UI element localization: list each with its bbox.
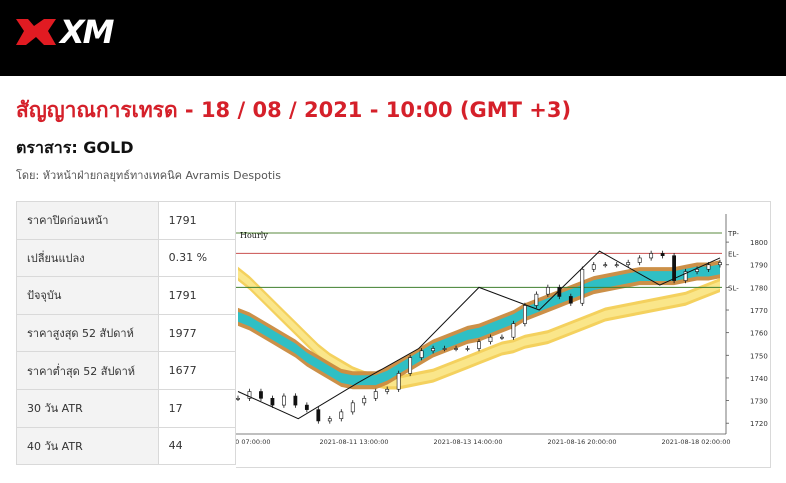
stat-value: 44: [157, 426, 237, 466]
stat-label: ราคาต่ำสุด 52 สัปดาห์: [16, 351, 159, 390]
candle-body: [431, 348, 435, 352]
xm-logo-mark-icon: [16, 19, 56, 45]
author-byline: โดย: หัวหน้าฝ่ายกลยุทธ์ทางเทคนิค Avramis…: [16, 169, 281, 182]
y-tick-label: 1800: [750, 239, 768, 247]
stat-value: 1791: [157, 201, 237, 240]
candle-body: [660, 253, 665, 256]
candle-body: [293, 395, 298, 406]
x-tick-label: 2021-08-13 14:00:00: [433, 438, 502, 446]
stat-label: ราคาปิดก่อนหน้า: [16, 201, 159, 240]
candle-body: [247, 391, 252, 399]
candle-body: [695, 268, 699, 272]
xm-logo[interactable]: XM: [14, 13, 114, 51]
table-row: ราคาต่ำสุด 52 สัปดาห์ 1677: [16, 351, 237, 390]
stat-label: 30 วัน ATR: [16, 388, 159, 428]
y-tick-label: 1750: [750, 352, 768, 360]
candle-body: [362, 398, 367, 404]
candle-body: [385, 388, 390, 392]
y-tick-label: 1730: [750, 398, 768, 406]
stat-label: ราคาสูงสุด 52 สัปดาห์: [16, 313, 159, 353]
candle-body: [523, 305, 527, 324]
table-row: 40 วัน ATR 44: [16, 426, 237, 466]
y-tick-label: 1760: [750, 330, 768, 338]
candle-body: [637, 257, 642, 263]
table-row: ราคาปิดก่อนหน้า 1791: [16, 201, 237, 240]
price-chart-panel: TP- EL- SL- 1720 1730 1740 1750 1760 1770 1780 17…: [236, 201, 771, 468]
candle-body: [442, 348, 447, 350]
candle-body: [259, 391, 263, 399]
stat-label: เปลี่ยนแปลง: [16, 238, 159, 278]
x-tick-label: 2021-08-18 02:00:00: [661, 438, 730, 446]
y-tick-label: 1740: [750, 375, 768, 383]
y-tick-label: 1790: [750, 262, 768, 270]
candle-body: [282, 395, 286, 406]
candle-body: [477, 341, 481, 349]
price-chart: TP- EL- SL- 1720 1730 1740 1750 1760 1770 1780 17…: [236, 214, 768, 446]
chart-title: Hourly: [240, 231, 268, 240]
x-tick-label: 2021-08-16 20:00:00: [547, 438, 616, 446]
y-tick-label: 1720: [750, 420, 768, 428]
candle-body: [672, 255, 676, 281]
fast-ma-band-edge: [238, 260, 720, 390]
candle-body: [500, 336, 504, 339]
stat-value: 1677: [157, 351, 237, 390]
candle-body: [591, 264, 596, 270]
logo-text: XM: [60, 13, 114, 51]
candle-body: [511, 323, 516, 338]
table-row: 30 วัน ATR 17: [16, 388, 237, 428]
candle-body: [580, 268, 585, 304]
stat-label: 40 วัน ATR: [16, 426, 159, 466]
candle-body: [236, 398, 240, 400]
candle-body: [718, 262, 722, 266]
stat-value: 17: [157, 388, 237, 428]
candle-body: [316, 409, 321, 422]
stat-value: 0.31 %: [157, 238, 237, 278]
stat-label: ปัจจุบัน: [16, 276, 159, 315]
zigzag-trend-line: [237, 250, 721, 420]
top-header: XM: [0, 0, 786, 76]
table-row: ราคาสูงสุด 52 สัปดาห์ 1977: [16, 313, 237, 353]
x-tick-label: 2021-08-10 07:00:00: [236, 438, 271, 446]
candle-body: [327, 418, 332, 422]
table-row: ปัจจุบัน 1791: [16, 276, 237, 315]
candle-body: [419, 350, 424, 358]
level-label-tp: TP-: [727, 230, 739, 238]
candle-body: [626, 262, 631, 266]
candle-body: [465, 348, 470, 350]
y-tick-label: 1770: [750, 307, 768, 315]
y-tick-label: 1780: [750, 284, 768, 292]
page-title: สัญญาณการเทรด - 18 / 08 / 2021 - 10:00 (…: [16, 98, 572, 122]
candle-body: [454, 348, 458, 350]
candle-body: [534, 293, 539, 306]
candle-body: [614, 264, 619, 267]
candle-body: [304, 404, 309, 410]
level-label-sl: SL-: [728, 284, 739, 292]
candle-body: [568, 296, 573, 304]
fast-ma-band: [238, 264, 720, 386]
table-row: เปลี่ยนแปลง 0.31 %: [16, 238, 237, 278]
candle-body: [706, 264, 711, 270]
x-tick-label: 2021-08-11 13:00:00: [319, 438, 388, 446]
candle-body: [270, 398, 275, 406]
candle-body: [488, 336, 493, 343]
candle-body: [649, 253, 654, 259]
candle-body: [373, 391, 378, 399]
stat-value: 1977: [157, 313, 237, 353]
level-label-el: EL-: [728, 250, 739, 258]
stat-value: 1791: [157, 276, 237, 315]
candle-body: [396, 373, 401, 390]
candle-body: [408, 357, 413, 374]
stats-table: ราคาปิดก่อนหน้า 1791 เปลี่ยนแปลง 0.31 % …: [16, 201, 237, 466]
candle-body: [350, 402, 355, 413]
candle-body: [545, 287, 550, 295]
instrument-title: ตราสาร: GOLD: [16, 138, 134, 157]
candle-body: [683, 271, 688, 281]
candle-body: [603, 264, 608, 267]
candle-body: [339, 411, 344, 419]
